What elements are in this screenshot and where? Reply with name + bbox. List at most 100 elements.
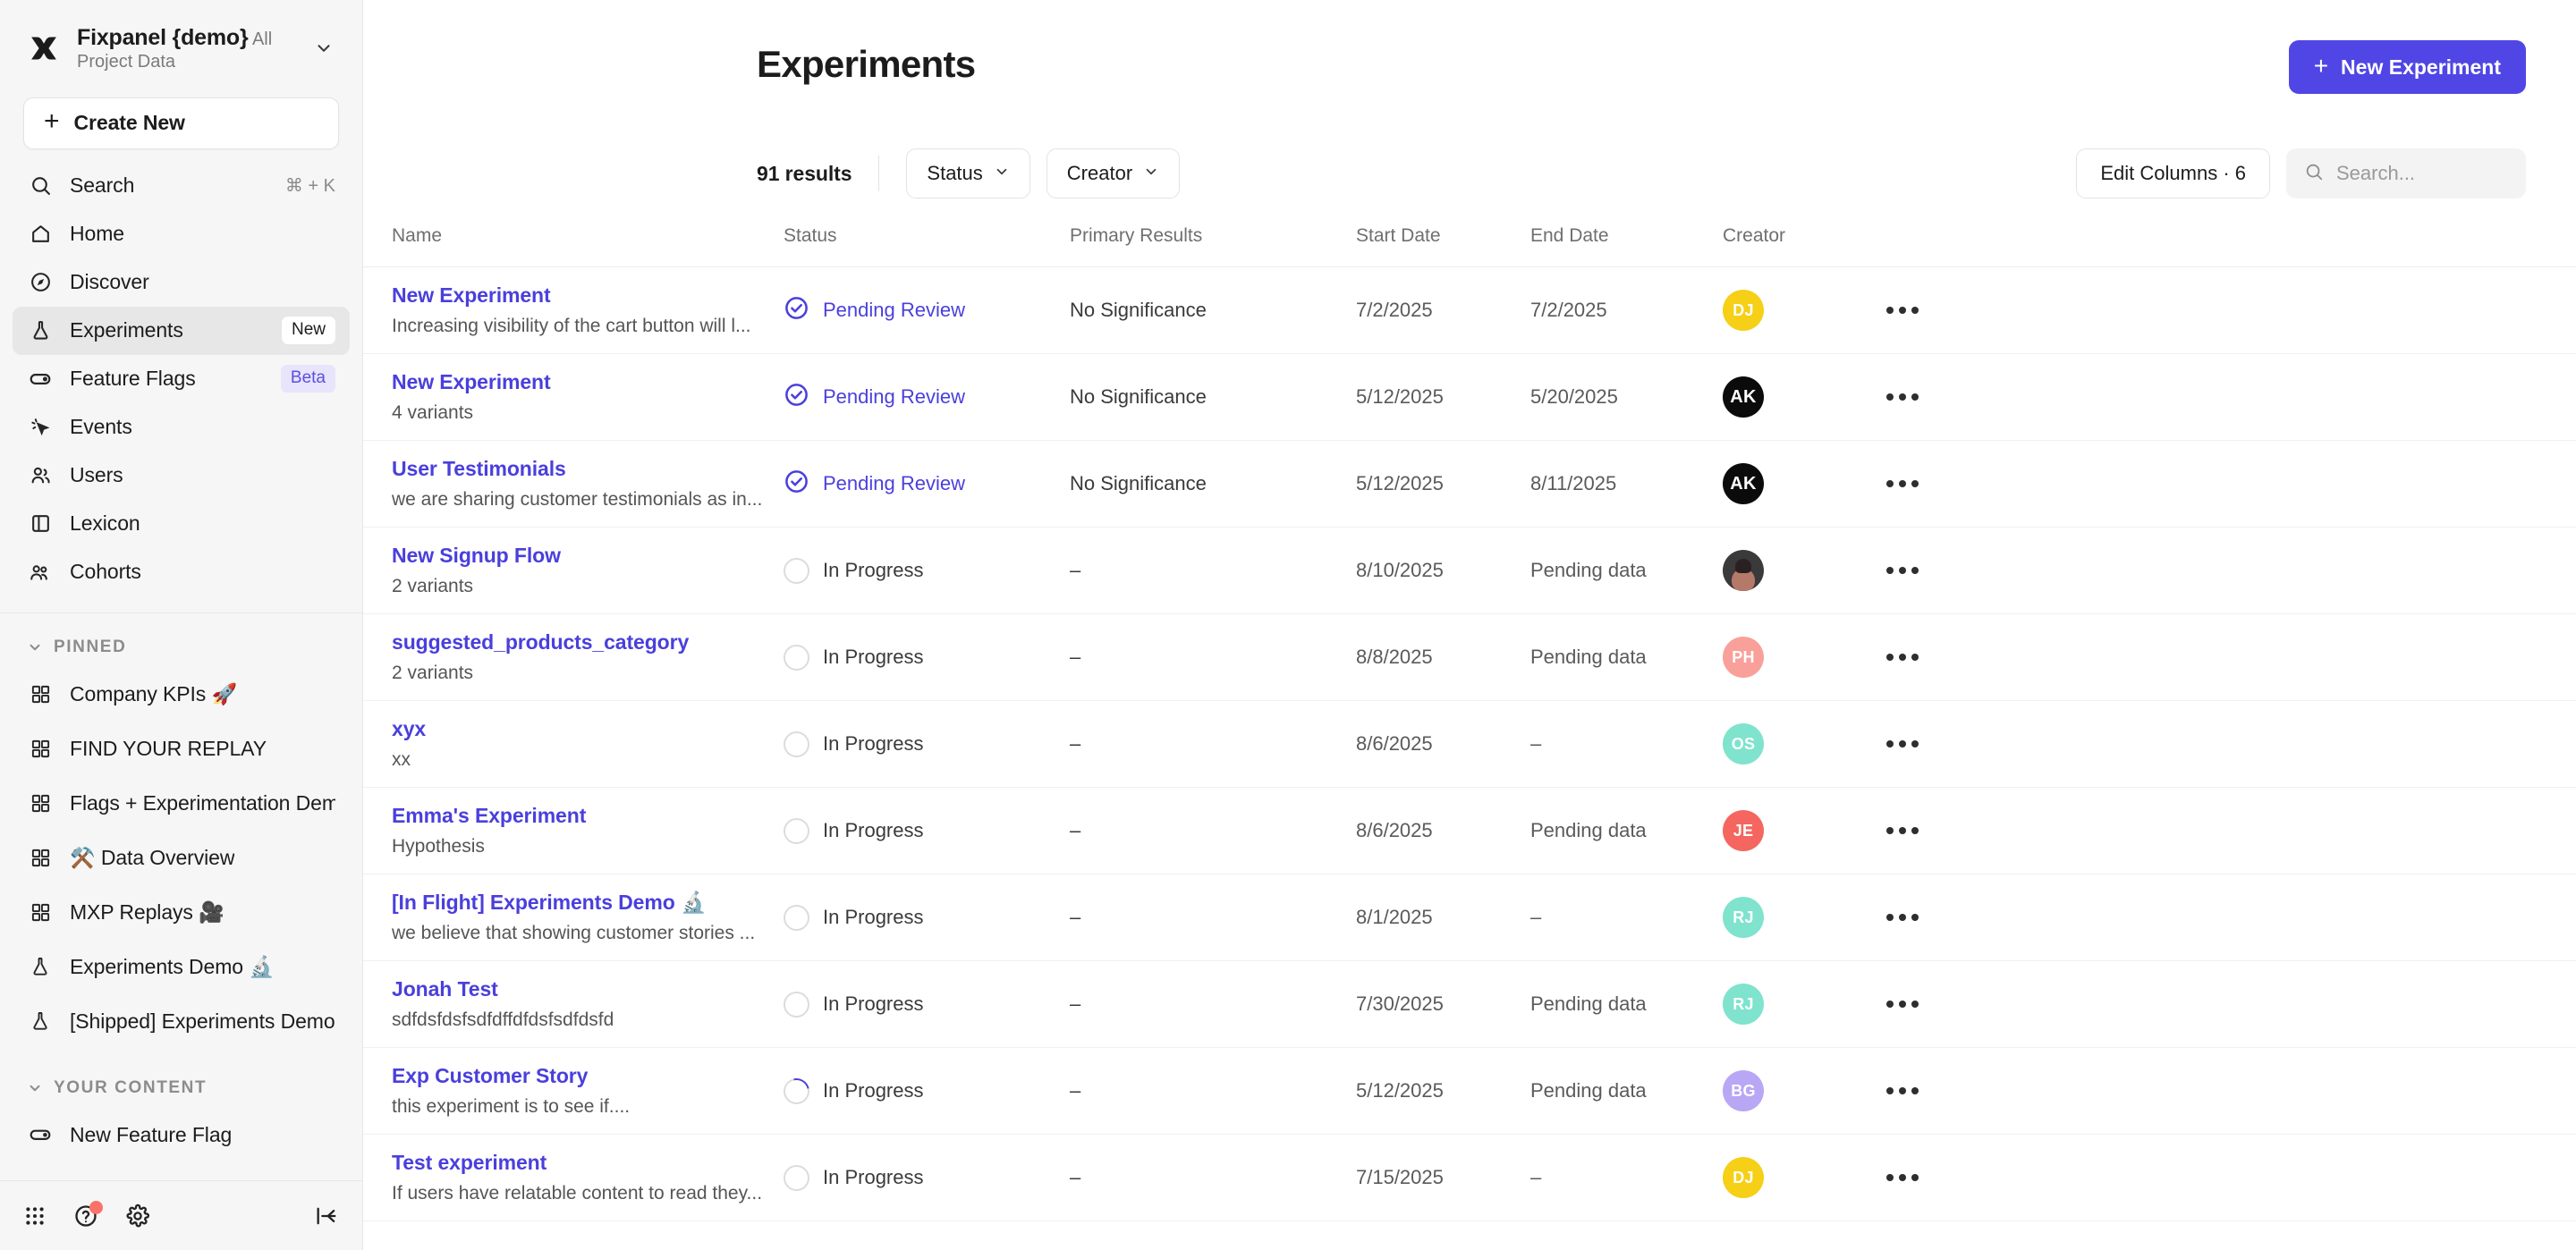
sidebar-item-experiments[interactable]: Experiments New: [13, 306, 350, 355]
pinned-section-title: PINNED: [54, 637, 127, 656]
experiment-name-link[interactable]: Emma's Experiment: [392, 804, 587, 827]
sidebar-item-discover[interactable]: Discover: [13, 258, 350, 307]
chevron-down-icon[interactable]: [312, 38, 335, 58]
ellipsis-icon[interactable]: [1879, 827, 2576, 834]
help-circle-icon[interactable]: [73, 1200, 103, 1229]
ellipsis-icon[interactable]: [1879, 1087, 2576, 1094]
pinned-item-find-your-replay[interactable]: FIND YOUR REPLAY: [13, 722, 350, 776]
cell-primary-results: No Significance: [1070, 440, 1356, 528]
edit-columns-button[interactable]: Edit Columns · 6: [2076, 148, 2270, 198]
table-row[interactable]: [In Flight] Experiments Demo 🔬 we believe…: [363, 874, 2576, 961]
table-row[interactable]: Test experiment If users have relatable c…: [363, 1134, 2576, 1221]
cohorts-icon: [27, 561, 54, 584]
cell-creator: DJ: [1723, 266, 1879, 354]
creator-filter-button[interactable]: Creator: [1046, 148, 1181, 198]
experiment-name-link[interactable]: Jonah Test: [392, 977, 498, 1001]
sidebar-item-search[interactable]: Search ⌘ + K: [13, 162, 350, 210]
cell-start-date: 7/30/2025: [1356, 960, 1530, 1048]
status-filter-button[interactable]: Status: [906, 148, 1030, 198]
table-row[interactable]: User Testimonials we are sharing customer…: [363, 440, 2576, 528]
avatar[interactable]: OS: [1723, 723, 1764, 764]
experiment-name-link[interactable]: New Experiment: [392, 370, 551, 393]
experiment-name-link[interactable]: [In Flight] Experiments Demo 🔬: [392, 891, 707, 914]
table-row[interactable]: Jonah Test sdfdsfdsfsdfdffdfdsfsdfdsfd In …: [363, 960, 2576, 1048]
ellipsis-icon[interactable]: [1879, 480, 2576, 487]
column-header-end-date[interactable]: End Date: [1530, 215, 1723, 267]
column-header-creator[interactable]: Creator: [1723, 215, 1879, 267]
progress-circle-icon: [784, 731, 809, 757]
avatar[interactable]: BG: [1723, 1070, 1764, 1111]
new-experiment-button[interactable]: + New Experiment: [2288, 40, 2526, 94]
sidebar-item-lexicon[interactable]: Lexicon: [13, 500, 350, 548]
sidebar-item-feature-flags[interactable]: Feature Flags Beta: [13, 355, 350, 403]
table-row[interactable]: Exp Customer Story this experiment is to …: [363, 1047, 2576, 1135]
experiment-name-link[interactable]: Exp Customer Story: [392, 1064, 589, 1087]
cell-end-date: –: [1530, 700, 1723, 788]
collapse-sidebar-icon[interactable]: [314, 1204, 339, 1229]
chevron-down-icon: [27, 1080, 43, 1096]
ellipsis-icon[interactable]: [1879, 654, 2576, 661]
avatar[interactable]: [1723, 550, 1764, 591]
pinned-item-mxp-replays[interactable]: MXP Replays 🎥: [13, 885, 350, 940]
sidebar-item-users[interactable]: Users: [13, 452, 350, 500]
sidebar-item-label: Events: [70, 415, 132, 439]
experiment-name-link[interactable]: New Signup Flow: [392, 544, 561, 567]
sidebar-item-cohorts[interactable]: Cohorts: [13, 548, 350, 596]
grid-apps-icon[interactable]: [23, 1204, 47, 1228]
ellipsis-icon[interactable]: [1879, 914, 2576, 921]
column-header-primary-results[interactable]: Primary Results: [1070, 215, 1356, 267]
table-row[interactable]: Emma's Experiment Hypothesis In Progress – 8…: [363, 787, 2576, 874]
pinned-section-header[interactable]: PINNED: [0, 628, 362, 667]
users-icon: [27, 464, 54, 486]
gear-icon[interactable]: [125, 1204, 150, 1229]
experiment-name-link[interactable]: xyx: [392, 717, 427, 740]
experiment-name-link[interactable]: Test experiment: [392, 1151, 547, 1174]
your-content-section-header[interactable]: YOUR CONTENT: [0, 1068, 362, 1108]
table-row[interactable]: New Experiment Increasing visibility of t…: [363, 266, 2576, 354]
avatar[interactable]: RJ: [1723, 897, 1764, 938]
cell-status: Pending Review: [784, 353, 1070, 441]
column-header-start-date[interactable]: Start Date: [1356, 215, 1530, 267]
table-row[interactable]: New Experiment 4 variants Pending Review No…: [363, 353, 2576, 441]
ellipsis-icon[interactable]: [1879, 740, 2576, 747]
avatar[interactable]: PH: [1723, 637, 1764, 678]
ellipsis-icon[interactable]: [1879, 1174, 2576, 1181]
workspace-text: Fixpanel {demo} All Project Data: [77, 25, 296, 72]
avatar[interactable]: DJ: [1723, 290, 1764, 331]
table-row[interactable]: xyx xx In Progress – 8/6/2025 – OS: [363, 700, 2576, 788]
table-row[interactable]: suggested_products_category 2 variants In …: [363, 613, 2576, 701]
pinned-item-experiments-demo[interactable]: Experiments Demo 🔬: [13, 940, 350, 994]
cell-actions: [1879, 613, 2576, 701]
column-header-name[interactable]: Name: [363, 215, 784, 267]
search-input[interactable]: [2336, 162, 2508, 185]
pinned-item-company-kpis[interactable]: Company KPIs 🚀: [13, 667, 350, 722]
your-content-item-new-feature-flag[interactable]: New Feature Flag: [13, 1108, 350, 1162]
ellipsis-icon[interactable]: [1879, 393, 2576, 401]
avatar[interactable]: AK: [1723, 463, 1764, 504]
cell-creator: BG: [1723, 1047, 1879, 1135]
pinned-item-shipped-experiments-demo[interactable]: [Shipped] Experiments Demo 🖊: [13, 994, 350, 1049]
sidebar-item-home[interactable]: Home: [13, 210, 350, 258]
experiment-name-link[interactable]: New Experiment: [392, 283, 551, 307]
ellipsis-icon[interactable]: [1879, 307, 2576, 314]
experiment-name-link[interactable]: User Testimonials: [392, 457, 566, 480]
status-label: Pending Review: [823, 299, 965, 321]
sidebar-item-events[interactable]: Events: [13, 403, 350, 452]
ellipsis-icon[interactable]: [1879, 1001, 2576, 1008]
experiment-name-link[interactable]: suggested_products_category: [392, 630, 690, 654]
cell-end-date-value: 7/2/2025: [1530, 299, 1607, 321]
avatar[interactable]: DJ: [1723, 1157, 1764, 1198]
workspace-switcher[interactable]: Fixpanel {demo} All Project Data: [23, 20, 339, 78]
status-label: In Progress: [823, 646, 924, 668]
avatar[interactable]: JE: [1723, 810, 1764, 851]
search-box[interactable]: [2286, 148, 2526, 198]
pinned-item-data-overview[interactable]: ⚒️ Data Overview: [13, 831, 350, 885]
ellipsis-icon[interactable]: [1879, 567, 2576, 574]
column-header-status[interactable]: Status: [784, 215, 1070, 267]
avatar[interactable]: RJ: [1723, 984, 1764, 1025]
pinned-item-flags-experimentation-demo[interactable]: Flags + Experimentation Demo ,: [13, 776, 350, 831]
create-new-button[interactable]: + Create New: [23, 97, 339, 149]
x-logo-icon: [27, 31, 61, 65]
table-row[interactable]: New Signup Flow 2 variants In Progress – 8/1…: [363, 527, 2576, 614]
avatar[interactable]: AK: [1723, 376, 1764, 418]
